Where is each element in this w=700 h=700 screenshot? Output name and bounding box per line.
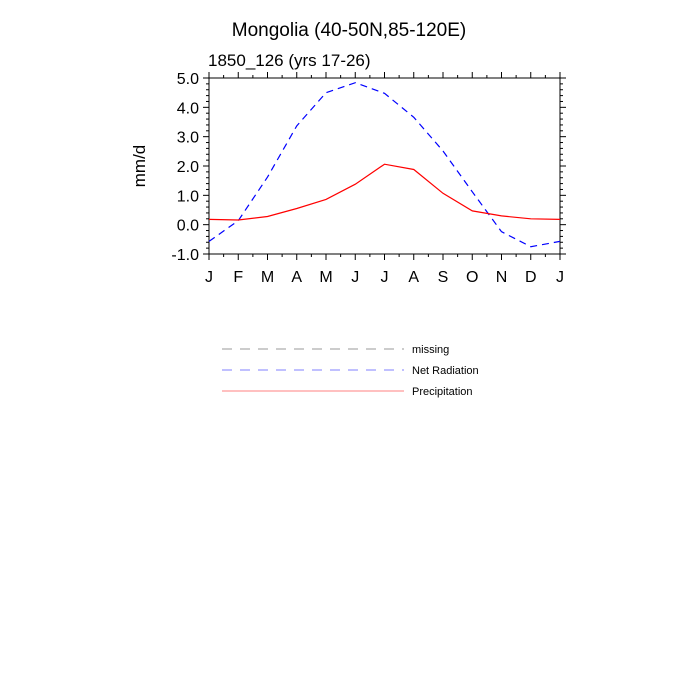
- plot-frame: [208, 77, 561, 255]
- chart-title: Mongolia (40-50N,85-120E): [232, 20, 466, 41]
- x-tick-label: J: [205, 269, 213, 286]
- x-tick-label: N: [496, 269, 508, 286]
- y-tick-label: 4.0: [177, 100, 199, 117]
- x-tick-label: S: [438, 269, 449, 286]
- x-tick-label: M: [319, 269, 332, 286]
- legend-label-missing: missing: [412, 344, 449, 356]
- x-tick-label: O: [466, 269, 478, 286]
- x-tick-label: F: [233, 269, 243, 286]
- x-tick-label: D: [525, 269, 537, 286]
- ticks-layer: J F M A M J J A S O N D J5.04.03.02.01.00.0-1.0: [171, 71, 566, 286]
- chart-subtitle: 1850_126 (yrs 17-26): [208, 51, 371, 70]
- y-tick-label: 1.0: [177, 188, 199, 205]
- y-tick-label: 0.0: [177, 218, 199, 235]
- x-tick-label: A: [408, 269, 419, 286]
- x-tick-label: A: [291, 269, 302, 286]
- legend-label-net-radiation: Net Radiation: [412, 365, 479, 377]
- y-tick-label: -1.0: [171, 247, 199, 264]
- legend-label-precipitation: Precipitation: [412, 386, 473, 398]
- y-axis-label: mm/d: [130, 145, 149, 188]
- series-layer: [208, 82, 561, 248]
- legend: missing Net Radiation Precipitation: [222, 344, 479, 398]
- x-tick-label: M: [261, 269, 274, 286]
- series-line-net-radiation: [208, 82, 561, 248]
- y-tick-label: 5.0: [177, 71, 199, 88]
- x-tick-label: J: [381, 269, 389, 286]
- x-tick-label: J: [351, 269, 359, 286]
- y-tick-label: 2.0: [177, 159, 199, 176]
- y-tick-label: 3.0: [177, 130, 199, 147]
- series-line-precipitation: [208, 163, 561, 221]
- x-tick-label: J: [556, 269, 564, 286]
